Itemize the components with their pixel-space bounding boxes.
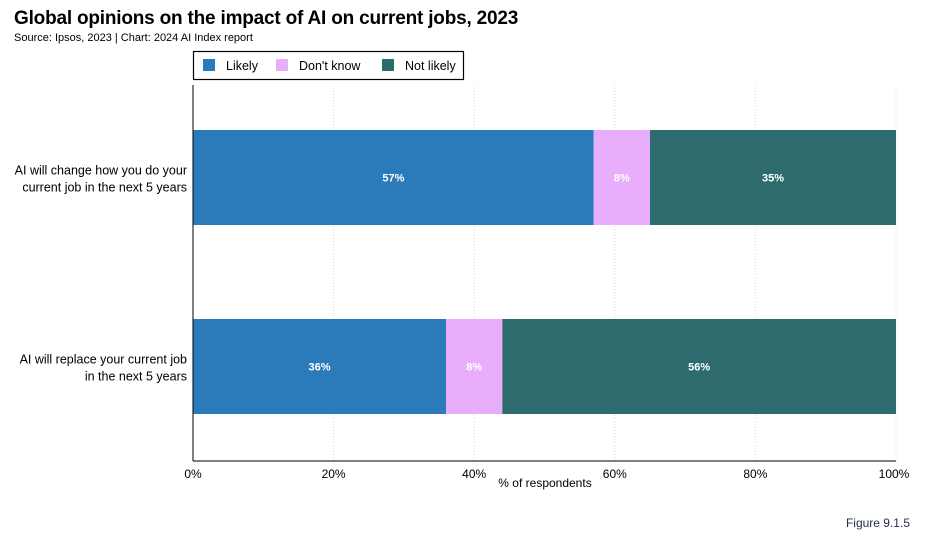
category-label: AI will change how you do your bbox=[15, 164, 187, 178]
bar-value-label: 57% bbox=[382, 173, 404, 185]
legend-swatch bbox=[276, 59, 288, 71]
legend-swatch bbox=[203, 59, 215, 71]
category-label: current job in the next 5 years bbox=[22, 181, 187, 195]
bar-segment bbox=[502, 319, 896, 414]
x-tick-label: 40% bbox=[462, 467, 486, 481]
legend-label: Likely bbox=[226, 59, 259, 73]
legend-box bbox=[192, 50, 465, 81]
figure-label: Figure 9.1.5 bbox=[845, 516, 910, 530]
bar-value-label: 8% bbox=[466, 362, 482, 374]
chart-subtitle: Source: Ipsos, 2023 | Chart: 2024 AI Ind… bbox=[14, 32, 253, 44]
chart-title: Global opinions on the impact of AI on c… bbox=[14, 8, 519, 29]
x-axis-title: % of respondents bbox=[498, 476, 591, 490]
x-tick-label: 60% bbox=[603, 467, 627, 481]
category-label: AI will replace your current job bbox=[20, 353, 187, 367]
bar-segment bbox=[649, 130, 896, 225]
bar-segment bbox=[193, 319, 447, 414]
legend-swatch bbox=[382, 59, 394, 71]
legend-label: Not likely bbox=[405, 59, 456, 73]
x-tick-label: 80% bbox=[743, 467, 767, 481]
bar-segment bbox=[593, 130, 650, 225]
bar-value-label: 35% bbox=[762, 173, 784, 185]
x-tick-label: 100% bbox=[879, 467, 910, 481]
x-tick-label: 20% bbox=[322, 467, 346, 481]
x-tick-label: 0% bbox=[184, 467, 202, 481]
bar-value-label: 56% bbox=[688, 362, 710, 374]
bar-value-label: 36% bbox=[309, 362, 331, 374]
bar-segment bbox=[446, 319, 503, 414]
category-label: in the next 5 years bbox=[85, 370, 187, 384]
bar-segment bbox=[193, 130, 594, 225]
legend-label: Don't know bbox=[299, 59, 361, 73]
bar-value-label: 8% bbox=[614, 173, 630, 185]
